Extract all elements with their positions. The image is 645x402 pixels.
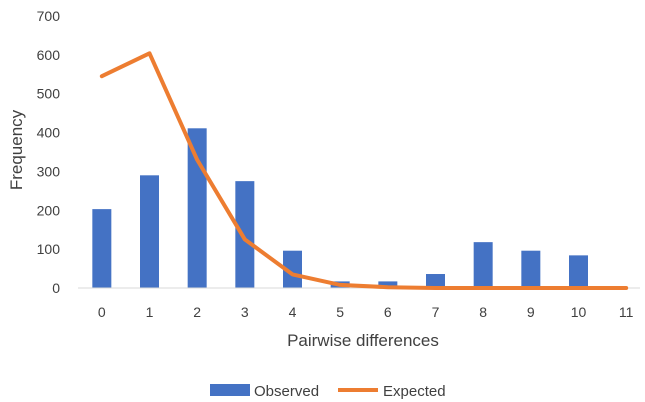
y-tick-label: 400 bbox=[37, 125, 61, 141]
x-tick-label: 1 bbox=[146, 304, 154, 320]
observed-bar bbox=[569, 255, 588, 288]
y-tick-label: 700 bbox=[37, 8, 61, 24]
legend-observed-swatch bbox=[210, 384, 250, 396]
observed-bar bbox=[92, 209, 112, 288]
legend: Observed Expected bbox=[210, 383, 446, 400]
y-tick-label: 300 bbox=[37, 163, 61, 179]
x-tick-label: 6 bbox=[384, 304, 392, 320]
observed-bar bbox=[187, 128, 207, 288]
y-tick-label: 100 bbox=[37, 241, 61, 257]
observed-bar bbox=[473, 242, 493, 288]
observed-bar bbox=[235, 181, 255, 288]
x-tick-label: 11 bbox=[619, 304, 634, 320]
y-axis-title: Frequency bbox=[7, 109, 26, 190]
x-tick-label: 2 bbox=[193, 304, 201, 320]
observed-bars bbox=[92, 128, 588, 288]
observed-bar bbox=[140, 175, 159, 288]
x-tick-label: 10 bbox=[571, 304, 587, 320]
y-axis-ticks: 0 100 200 300 400 500 600 700 bbox=[37, 8, 61, 296]
x-tick-label: 4 bbox=[289, 304, 297, 320]
observed-bar bbox=[426, 274, 445, 288]
y-tick-label: 600 bbox=[37, 47, 61, 63]
x-tick-label: 9 bbox=[527, 304, 535, 320]
x-tick-label: 3 bbox=[241, 304, 249, 320]
x-tick-label: 8 bbox=[479, 304, 487, 320]
legend-observed-label: Observed bbox=[254, 383, 319, 400]
y-tick-label: 500 bbox=[37, 86, 61, 102]
x-tick-label: 5 bbox=[336, 304, 344, 320]
expected-line bbox=[99, 51, 629, 290]
observed-bar bbox=[283, 250, 302, 288]
x-tick-label: 7 bbox=[432, 304, 440, 320]
y-tick-label: 0 bbox=[52, 280, 60, 296]
legend-expected-label: Expected bbox=[383, 383, 446, 400]
observed-bar bbox=[521, 250, 541, 288]
y-tick-label: 200 bbox=[37, 202, 61, 218]
x-tick-label: 0 bbox=[98, 304, 106, 320]
x-axis-title: Pairwise differences bbox=[287, 331, 439, 350]
observed-bar bbox=[378, 281, 398, 288]
x-axis-ticks: 0 1 2 3 4 5 6 7 8 9 10 11 bbox=[98, 304, 634, 320]
